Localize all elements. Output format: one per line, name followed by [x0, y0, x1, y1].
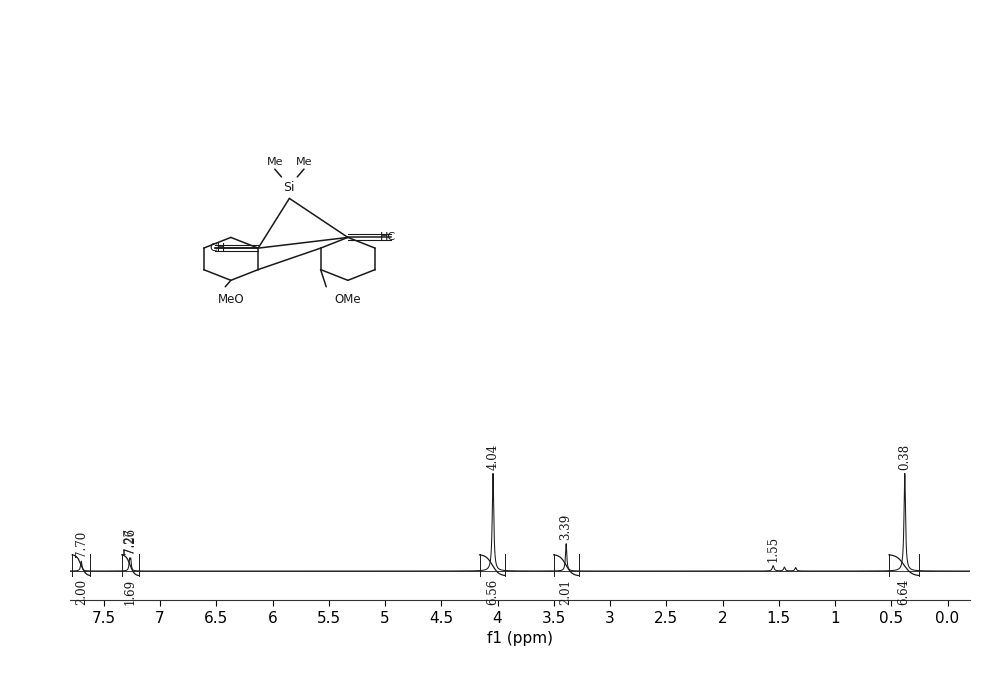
Text: 6.56: 6.56 [486, 579, 499, 605]
Text: 7.70: 7.70 [75, 531, 88, 558]
Text: 2.00: 2.00 [75, 579, 88, 605]
Text: Si: Si [284, 181, 295, 195]
Text: HC: HC [380, 233, 396, 242]
Text: 1.55: 1.55 [767, 535, 780, 562]
Text: MeO: MeO [218, 293, 244, 306]
Text: 0.38: 0.38 [898, 444, 911, 470]
Text: 1.69: 1.69 [124, 579, 137, 605]
Text: 2.01: 2.01 [560, 579, 573, 605]
Text: CH: CH [210, 243, 226, 253]
Text: 7.26: 7.26 [124, 528, 137, 554]
Text: 3.39: 3.39 [560, 513, 573, 540]
Text: Me: Me [266, 157, 283, 167]
X-axis label: f1 (ppm): f1 (ppm) [487, 631, 553, 647]
Text: 7.27: 7.27 [123, 528, 136, 554]
Text: 6.64: 6.64 [898, 579, 911, 605]
Text: Me: Me [296, 157, 312, 167]
Text: 4.04: 4.04 [486, 444, 500, 470]
Text: OMe: OMe [335, 293, 361, 306]
